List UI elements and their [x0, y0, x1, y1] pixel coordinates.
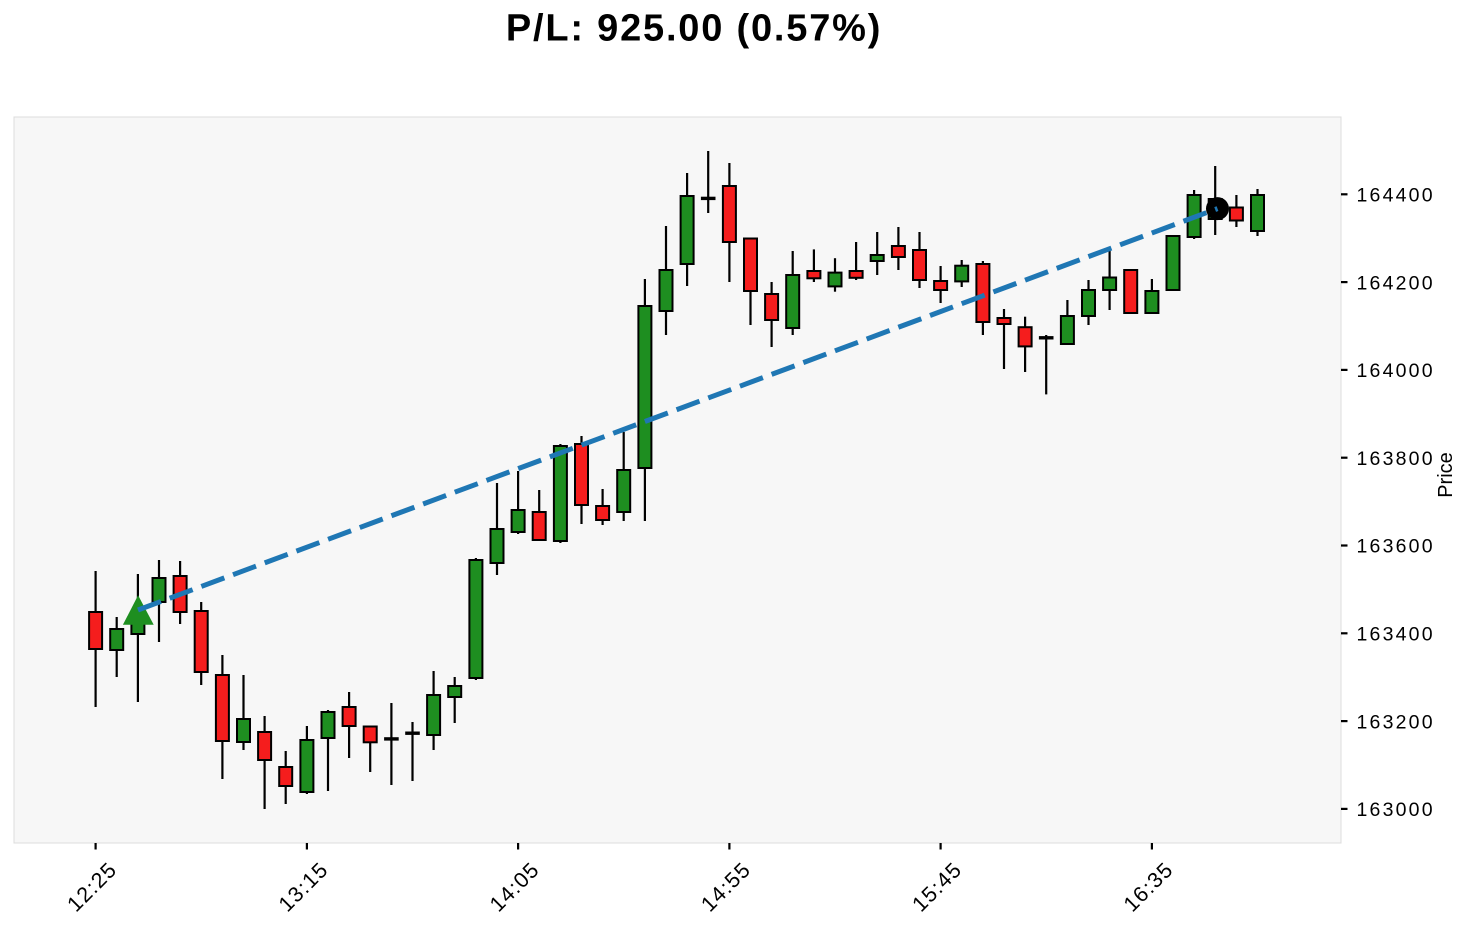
svg-text:164000: 164000 — [1357, 360, 1435, 382]
svg-text:164400: 164400 — [1357, 185, 1435, 207]
svg-text:P/L: 925.00 (0.57%): P/L: 925.00 (0.57%) — [506, 8, 882, 50]
svg-text:163400: 163400 — [1357, 624, 1435, 646]
svg-text:163000: 163000 — [1357, 799, 1435, 821]
svg-text:164200: 164200 — [1357, 272, 1435, 294]
svg-text:14:05: 14:05 — [485, 857, 544, 916]
svg-text:14:55: 14:55 — [696, 857, 755, 916]
svg-text:16:35: 16:35 — [1119, 857, 1178, 916]
svg-text:163600: 163600 — [1357, 536, 1435, 558]
svg-text:15:45: 15:45 — [908, 857, 967, 916]
svg-text:13:15: 13:15 — [274, 857, 333, 916]
svg-text:163200: 163200 — [1357, 711, 1435, 733]
svg-text:163800: 163800 — [1357, 448, 1435, 470]
svg-text:Price: Price — [1435, 452, 1457, 498]
svg-text:12:25: 12:25 — [63, 857, 122, 916]
